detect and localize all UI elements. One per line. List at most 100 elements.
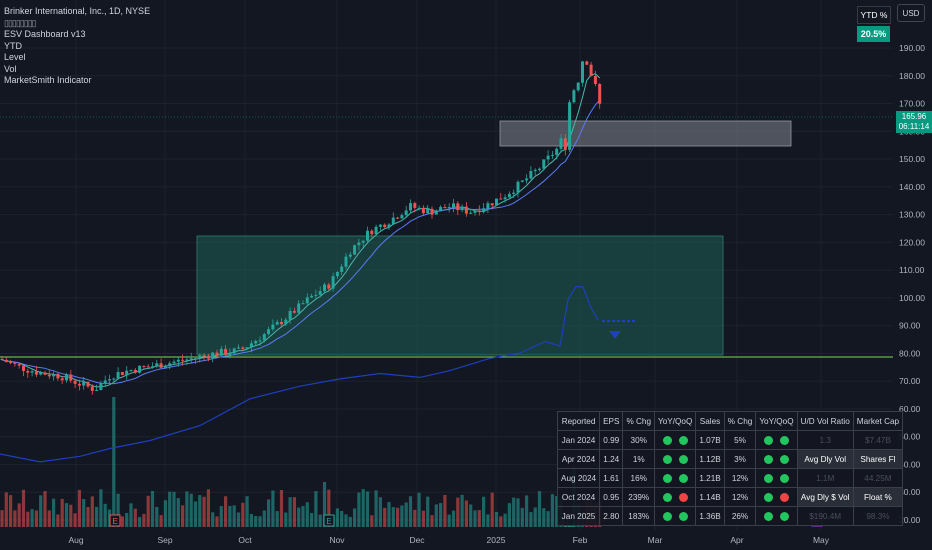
cell-sales: 1.12B: [695, 449, 725, 469]
cell-sales: 1.07B: [695, 430, 725, 450]
candle-body: [60, 378, 64, 381]
candle-body: [434, 210, 438, 215]
cell-eps-dots: [654, 468, 697, 488]
volume-bar: [357, 492, 361, 527]
cell-eps: 1.61: [599, 468, 624, 488]
candle-body: [82, 381, 86, 386]
cell-stat-label-2: 44.25M: [852, 468, 904, 488]
candle-body: [353, 245, 357, 255]
volume-bar: [43, 491, 47, 527]
volume-bar: [288, 497, 292, 527]
volume-bar: [456, 497, 460, 527]
candle-body: [555, 148, 559, 155]
indicator-ytd[interactable]: YTD: [4, 40, 22, 51]
cell-sales-dots: [755, 487, 798, 507]
earnings-table-row: Jan 2025 2.80 183% 1.36B 26% $190.4M 98.3%: [556, 506, 904, 526]
earnings-table-row: Oct 2024 0.95 239% 1.14B 12% Avg Dly $ Vol F…: [556, 487, 904, 507]
price-axis[interactable]: 190.00180.00170.00160.00150.00140.00130.…: [899, 43, 925, 525]
volume-bar: [47, 510, 51, 527]
volume-bar: [370, 515, 374, 527]
legend-placeholder-text: ▯▯▯▯▯▯▯▯: [4, 17, 37, 28]
symbol-title[interactable]: Brinker International, Inc., 1D, NYSE: [4, 6, 151, 16]
cell-sales-dots: [755, 468, 798, 488]
price-tick-label: 140.00: [899, 182, 925, 192]
volume-bar: [387, 502, 391, 527]
candle-body: [142, 365, 146, 367]
volume-bar: [4, 492, 8, 527]
candle-body: [421, 207, 425, 214]
cell-reported: Oct 2024: [556, 487, 601, 507]
time-axis[interactable]: Aug Sep Oct Nov Dec 2025 Feb Mar Apr May: [68, 535, 829, 545]
relative-strength-line: [0, 285, 599, 463]
indicator-level[interactable]: Level: [4, 52, 26, 62]
time-tick-label: May: [813, 535, 830, 545]
volume-bar: [77, 489, 81, 527]
candle-body: [348, 254, 352, 257]
cell-eps: 0.95: [599, 487, 624, 507]
candle-body: [99, 383, 103, 390]
volume-bar: [82, 499, 86, 527]
price-tick-label: 120.00: [899, 237, 925, 247]
candle-body: [77, 383, 81, 386]
price-tick-label: 190.00: [899, 43, 925, 53]
candle-body: [391, 217, 395, 225]
volume-bar: [434, 504, 438, 527]
candle-body: [292, 310, 296, 313]
candle-body: [185, 359, 189, 361]
volume-bars: [0, 397, 602, 527]
candle-body: [525, 178, 529, 181]
indicator-vol[interactable]: Vol: [4, 63, 17, 74]
candle-body: [30, 371, 34, 373]
cell-eps: 1.24: [599, 449, 624, 469]
volume-bar: [185, 491, 189, 527]
candle-body: [155, 363, 159, 367]
volume-bar: [112, 397, 116, 527]
cell-reported: Jan 2025: [556, 506, 601, 526]
volume-bar: [486, 514, 490, 527]
cell-reported: Aug 2024: [556, 468, 601, 488]
candle-body: [538, 168, 541, 170]
volume-bar: [507, 503, 511, 527]
candle-body: [138, 365, 142, 373]
candle-body: [262, 334, 266, 341]
qoq-status-dot: [678, 435, 688, 445]
candle-body: [245, 347, 249, 349]
earnings-marker[interactable]: E: [323, 514, 335, 527]
candle-body: [52, 373, 56, 377]
volume-bar: [279, 489, 284, 527]
currency-button[interactable]: USD: [897, 4, 925, 22]
volume-bar: [60, 498, 64, 527]
volume-bar: [142, 513, 146, 527]
volume-bar: [473, 510, 477, 527]
volume-bar: [90, 496, 94, 527]
last-price-tag: 165.96 06:11:14: [896, 111, 932, 133]
volume-bar: [413, 509, 417, 527]
volume-bar: [477, 510, 481, 527]
candle-body: [550, 154, 554, 156]
cell-eps-dots: [654, 430, 697, 450]
indicator-marketsmith[interactable]: MarketSmith Indicator: [4, 75, 92, 85]
candle-body: [13, 362, 17, 364]
candle-body: [120, 372, 124, 375]
cell-eps-chg: 1%: [622, 449, 656, 469]
volume-bar: [327, 489, 331, 527]
volume-bar: [159, 515, 163, 527]
volume-bar: [232, 505, 236, 527]
volume-bar: [447, 514, 451, 527]
volume-bar: [26, 511, 30, 527]
cell-eps-chg: 239%: [622, 487, 656, 507]
volume-bar: [353, 508, 357, 527]
candle-body: [378, 224, 382, 227]
candle-body: [258, 340, 262, 342]
cell-sales: 1.21B: [695, 468, 725, 488]
volume-bar: [305, 502, 309, 527]
cell-eps-dots: [654, 449, 697, 469]
indicator-esv-dashboard[interactable]: ESV Dashboard v13: [4, 29, 86, 39]
candle-body: [133, 369, 137, 373]
earnings-marker[interactable]: E: [109, 514, 121, 527]
candle-body: [507, 193, 511, 198]
candle-body: [589, 64, 593, 77]
qoq-status-dot: [779, 454, 789, 464]
volume-bar: [408, 496, 413, 527]
